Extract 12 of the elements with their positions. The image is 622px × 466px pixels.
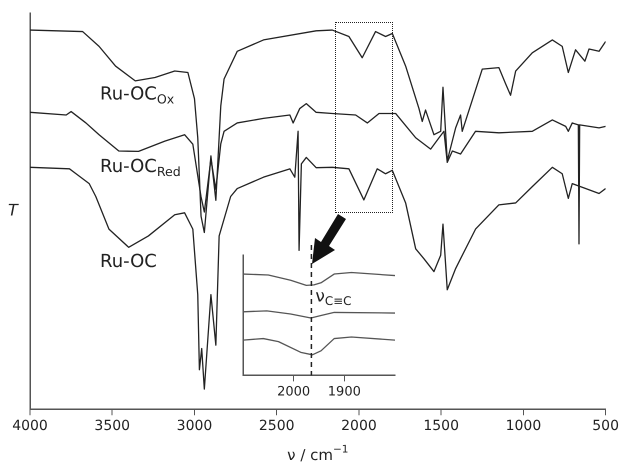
y-axis-title: T: [8, 200, 19, 220]
x-tick-label: 4000: [12, 418, 48, 434]
x-tick-label: 1500: [423, 418, 459, 434]
x-tick-label: 2500: [258, 418, 295, 434]
x-tick-label: 1000: [506, 418, 542, 434]
x-tick-label: 3000: [176, 418, 212, 434]
x-tick-label: 2000: [341, 418, 377, 434]
x-tick-label: 2000: [277, 384, 310, 400]
x-tick-label: 500: [592, 418, 620, 434]
x-tick-label: 1900: [328, 384, 361, 400]
x-tick-label: 3500: [94, 418, 130, 434]
series-label: Ru-OC: [100, 250, 157, 272]
